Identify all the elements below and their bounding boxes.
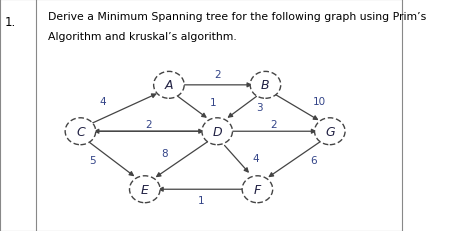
Text: A: A — [164, 79, 173, 92]
Text: 4: 4 — [251, 153, 258, 163]
Text: 6: 6 — [310, 155, 316, 166]
Text: 2: 2 — [269, 120, 276, 130]
Ellipse shape — [314, 118, 344, 145]
Text: B: B — [261, 79, 269, 92]
Text: 10: 10 — [313, 97, 325, 107]
Ellipse shape — [250, 72, 280, 99]
Text: 1: 1 — [197, 195, 204, 205]
Ellipse shape — [201, 118, 232, 145]
Text: C: C — [76, 125, 85, 138]
Text: 5: 5 — [89, 155, 96, 166]
Text: 3: 3 — [256, 102, 262, 112]
Text: Derive a Minimum Spanning tree for the following graph using Prim’s: Derive a Minimum Spanning tree for the f… — [48, 12, 425, 21]
Text: 2: 2 — [145, 120, 152, 130]
Text: 2: 2 — [213, 70, 220, 80]
Text: D: D — [212, 125, 221, 138]
Ellipse shape — [65, 118, 95, 145]
Ellipse shape — [153, 72, 184, 99]
Text: 4: 4 — [99, 97, 106, 107]
Text: F: F — [253, 183, 261, 196]
Text: E: E — [141, 183, 149, 196]
Text: 1.: 1. — [5, 16, 16, 29]
Ellipse shape — [129, 176, 160, 203]
Text: 8: 8 — [161, 149, 168, 159]
Text: G: G — [324, 125, 334, 138]
Text: 1: 1 — [209, 98, 216, 108]
Text: Algorithm and kruskal’s algorithm.: Algorithm and kruskal’s algorithm. — [48, 32, 237, 42]
Ellipse shape — [242, 176, 272, 203]
